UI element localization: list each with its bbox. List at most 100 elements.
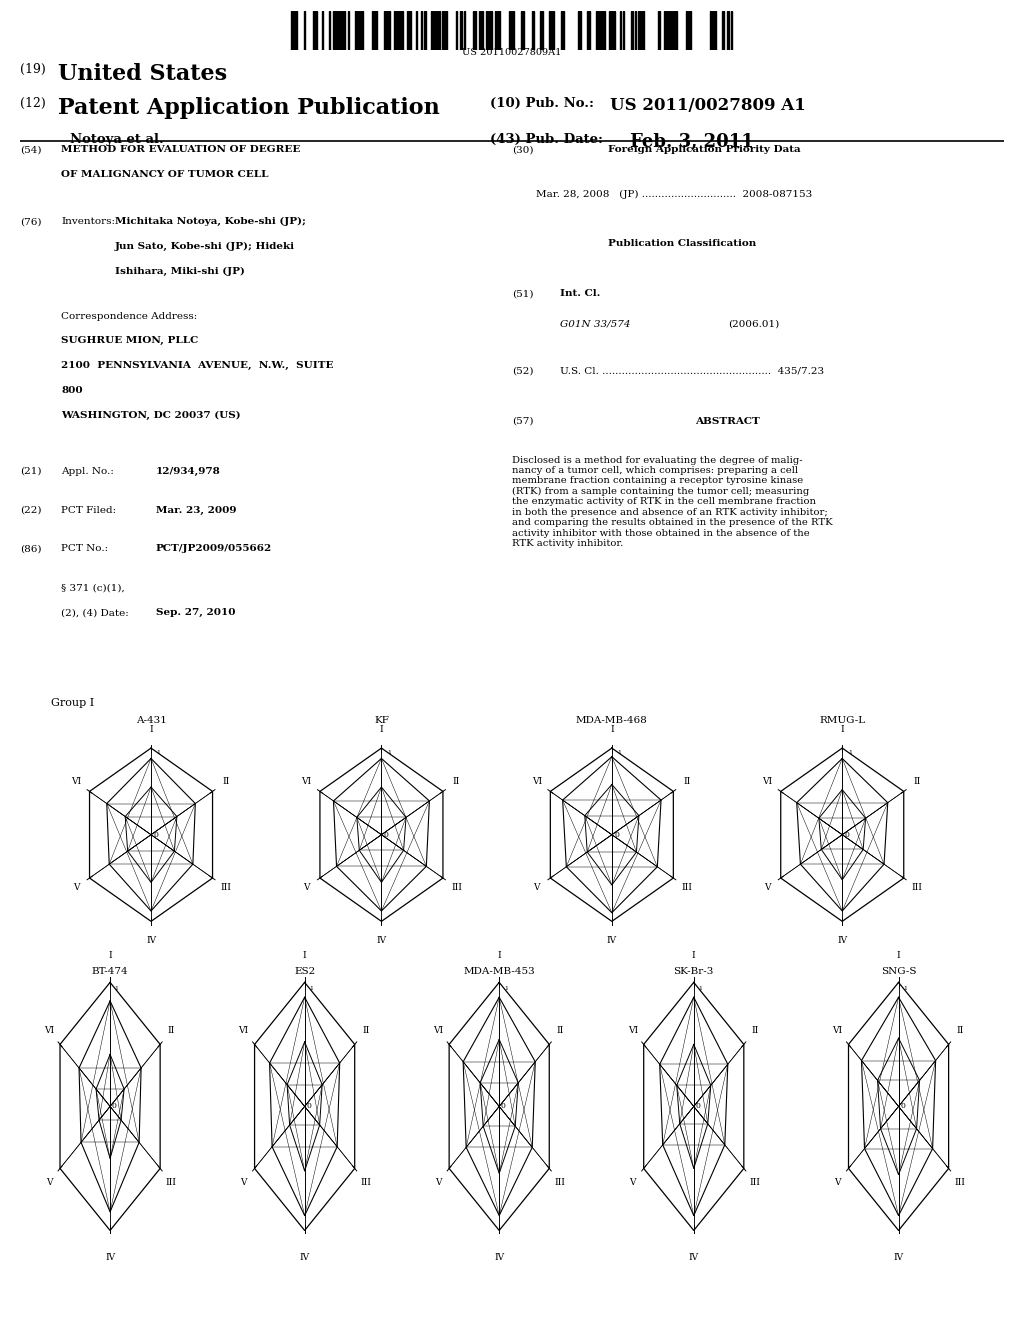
Bar xyxy=(614,11,615,50)
Text: I: I xyxy=(380,725,383,734)
Bar xyxy=(623,11,624,50)
Bar xyxy=(341,11,343,50)
Text: I: I xyxy=(692,950,695,960)
Text: 1: 1 xyxy=(387,750,391,755)
Text: V: V xyxy=(534,883,540,892)
Bar xyxy=(473,11,476,50)
Bar xyxy=(337,11,340,50)
Text: IV: IV xyxy=(495,1253,504,1262)
Text: (51): (51) xyxy=(512,289,534,298)
Bar xyxy=(416,11,417,50)
Bar xyxy=(596,11,598,50)
Bar xyxy=(531,11,534,50)
Text: V: V xyxy=(764,883,770,892)
Bar xyxy=(604,11,605,50)
Bar xyxy=(479,11,482,50)
Bar xyxy=(664,11,666,50)
Bar xyxy=(521,11,522,50)
Text: (43) Pub. Date:: (43) Pub. Date: xyxy=(490,133,603,147)
Text: V: V xyxy=(303,883,309,892)
Bar xyxy=(293,11,295,50)
Bar xyxy=(657,11,660,50)
Text: 0: 0 xyxy=(154,830,159,838)
Text: II: II xyxy=(557,1026,564,1035)
Text: III: III xyxy=(166,1177,176,1187)
Bar xyxy=(671,11,672,50)
Text: WASHINGTON, DC 20037 (US): WASHINGTON, DC 20037 (US) xyxy=(61,412,241,421)
Bar xyxy=(496,11,497,50)
Text: IV: IV xyxy=(607,936,616,945)
Text: I: I xyxy=(897,950,900,960)
Text: (2006.01): (2006.01) xyxy=(729,319,780,329)
Text: 1: 1 xyxy=(115,986,119,991)
Bar xyxy=(384,11,386,50)
Text: V: V xyxy=(241,1177,247,1187)
Text: II: II xyxy=(222,777,229,787)
Text: SUGHRUE MION, PLLC: SUGHRUE MION, PLLC xyxy=(61,337,199,346)
Text: 0: 0 xyxy=(501,1102,506,1110)
Text: IV: IV xyxy=(689,1253,698,1262)
Text: IV: IV xyxy=(105,1253,115,1262)
Bar xyxy=(523,11,524,50)
Text: 800: 800 xyxy=(61,387,83,396)
Bar xyxy=(713,11,714,50)
Bar xyxy=(730,11,731,50)
Bar xyxy=(511,11,514,50)
Bar xyxy=(408,11,411,50)
Bar xyxy=(393,11,396,50)
Text: 0: 0 xyxy=(306,1102,311,1110)
Text: Notoya et al.: Notoya et al. xyxy=(70,133,164,147)
Bar xyxy=(599,11,600,50)
Text: 1: 1 xyxy=(309,986,313,991)
Text: PCT/JP2009/055662: PCT/JP2009/055662 xyxy=(156,544,272,553)
Bar xyxy=(686,11,688,50)
Bar xyxy=(601,11,603,50)
Text: IV: IV xyxy=(146,936,156,945)
Text: V: V xyxy=(630,1177,636,1187)
Bar xyxy=(672,11,673,50)
Bar xyxy=(727,11,729,50)
Text: 1: 1 xyxy=(848,750,852,755)
Bar xyxy=(445,11,447,50)
Bar xyxy=(620,11,621,50)
Bar xyxy=(722,11,724,50)
Text: I: I xyxy=(610,725,613,734)
Text: Int. Cl.: Int. Cl. xyxy=(560,289,600,298)
Text: 0: 0 xyxy=(695,1102,700,1110)
Bar xyxy=(561,11,564,50)
Text: III: III xyxy=(360,1177,371,1187)
Bar xyxy=(589,11,590,50)
Bar xyxy=(674,11,677,50)
Text: III: III xyxy=(220,883,231,892)
Text: ABSTRACT: ABSTRACT xyxy=(695,417,760,426)
Text: (21): (21) xyxy=(20,467,42,475)
Bar xyxy=(291,11,292,50)
Bar xyxy=(424,11,426,50)
Text: 12/934,978: 12/934,978 xyxy=(156,467,220,475)
Text: I: I xyxy=(303,950,306,960)
Text: V: V xyxy=(835,1177,841,1187)
Text: II: II xyxy=(683,777,690,787)
Text: VI: VI xyxy=(301,777,311,787)
Bar xyxy=(329,11,330,50)
Bar xyxy=(438,11,440,50)
Bar xyxy=(344,11,345,50)
Text: V: V xyxy=(46,1177,52,1187)
Text: 0: 0 xyxy=(845,830,850,838)
Text: III: III xyxy=(954,1177,965,1187)
Text: Michitaka Notoya, Kobe-shi (JP);: Michitaka Notoya, Kobe-shi (JP); xyxy=(115,218,306,227)
Bar xyxy=(431,11,432,50)
Text: VI: VI xyxy=(239,1026,249,1035)
Text: VI: VI xyxy=(433,1026,443,1035)
Text: IV: IV xyxy=(894,1253,903,1262)
Bar xyxy=(611,11,613,50)
Text: G01N 33/574: G01N 33/574 xyxy=(560,319,631,329)
Text: IV: IV xyxy=(300,1253,309,1262)
Text: Group I: Group I xyxy=(51,698,94,708)
Text: 1: 1 xyxy=(903,986,907,991)
Text: I: I xyxy=(109,950,112,960)
Text: § 371 (c)(1),: § 371 (c)(1), xyxy=(61,583,125,593)
Text: Feb. 3, 2011: Feb. 3, 2011 xyxy=(630,133,754,150)
Text: III: III xyxy=(681,883,692,892)
Text: VI: VI xyxy=(833,1026,843,1035)
